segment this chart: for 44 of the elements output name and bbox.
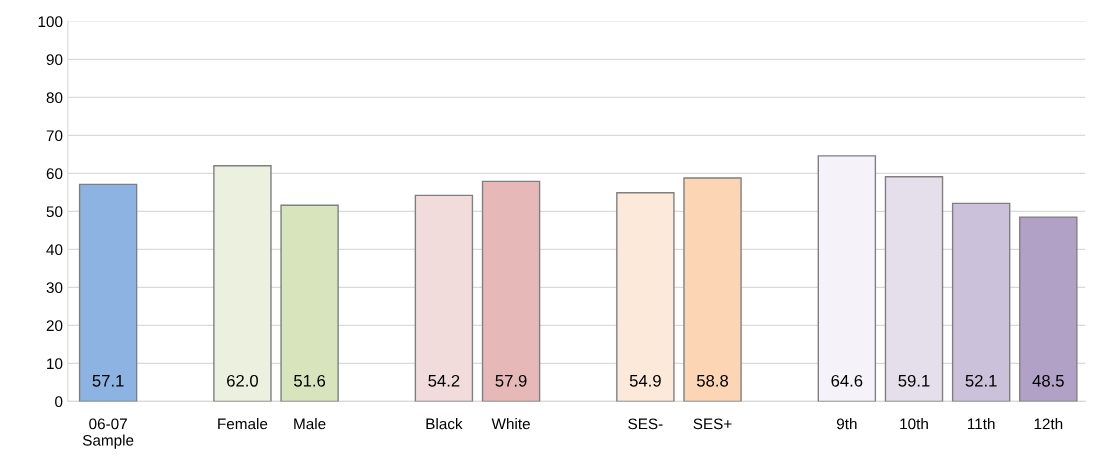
- data-label: 62.0: [227, 374, 258, 387]
- x-tick-label: SES-: [628, 418, 663, 430]
- x-tick-label: White: [491, 418, 530, 430]
- x-tick-label: 9th: [836, 418, 857, 430]
- y-tick-label: 50: [46, 206, 63, 218]
- bar: [414, 194, 474, 402]
- y-tick-label: 90: [46, 54, 63, 66]
- y-tick-label: 0: [55, 396, 63, 408]
- y-tick-label: 10: [47, 358, 63, 370]
- y-tick-label: 100: [38, 16, 63, 28]
- x-tick-label: 10th: [900, 418, 928, 430]
- bar: [280, 204, 339, 402]
- y-tick-label: 70: [46, 130, 63, 142]
- data-label: 48.5: [1032, 374, 1064, 387]
- bar: [213, 165, 272, 402]
- x-tick-label: Female: [218, 418, 268, 430]
- bar: [683, 177, 742, 402]
- y-tick-label: 80: [46, 92, 63, 104]
- data-label: 58.8: [696, 374, 729, 387]
- bar: [951, 202, 1011, 402]
- x-tick-label: 12th: [1034, 418, 1063, 430]
- bar: [817, 155, 877, 402]
- bar: [884, 176, 944, 402]
- x-tick-label: SES+: [693, 418, 732, 430]
- data-label: 64.6: [831, 374, 863, 387]
- bar: [1019, 216, 1078, 402]
- x-tick-label: 11th: [968, 418, 995, 430]
- x-tick-label: Male: [294, 418, 326, 430]
- x-tick-label: 06-07 Sample: [82, 418, 134, 449]
- data-label: 59.1: [898, 374, 930, 387]
- data-label: 54.9: [629, 374, 661, 387]
- y-tick-label: 40: [46, 244, 63, 256]
- bar: [78, 183, 138, 402]
- data-label: 51.6: [294, 374, 326, 387]
- bar: [481, 180, 541, 402]
- data-label: 52.1: [965, 374, 997, 387]
- y-tick-label: 20: [46, 320, 63, 332]
- y-tick-label: 30: [46, 282, 63, 294]
- bar: [616, 192, 675, 402]
- data-label: 57.1: [92, 375, 124, 387]
- data-label: 57.9: [495, 374, 527, 387]
- y-tick-label: 60: [46, 168, 63, 180]
- x-tick-label: Black: [426, 418, 463, 430]
- data-label: 54.2: [428, 374, 460, 387]
